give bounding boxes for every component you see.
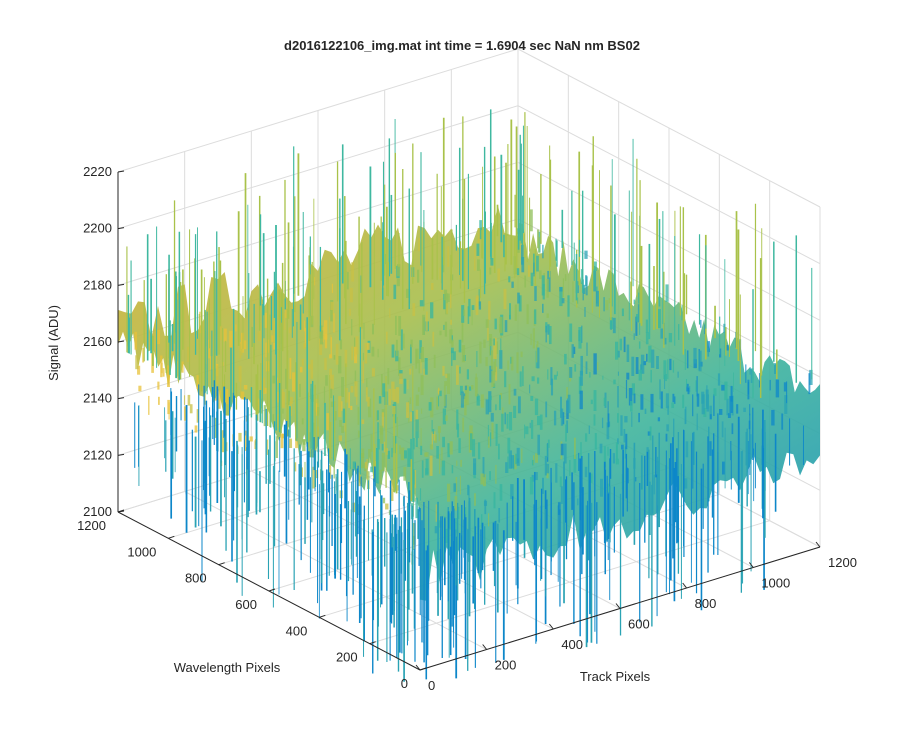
y-tick-label: 600 [235, 597, 257, 612]
grid-line [369, 520, 770, 645]
y-tick-mark [117, 509, 125, 513]
x-axis-label: Track Pixels [580, 669, 651, 684]
y-tick-label: 0 [401, 676, 408, 691]
z-tick-mark [117, 453, 125, 456]
x-tick-mark [815, 541, 821, 548]
z-tick-label: 2200 [83, 221, 112, 236]
z-tick-label: 2160 [83, 334, 112, 349]
y-tick-mark [268, 588, 276, 592]
z-tick-mark [117, 283, 125, 286]
x-tick-mark [482, 644, 488, 650]
z-tick-label: 2180 [83, 277, 112, 292]
z-tick-mark [117, 340, 125, 343]
x-axis-ticks: 0 200 400 600 800 1000 1200 [415, 541, 857, 693]
z-tick-mark [117, 170, 125, 173]
y-tick-label: 400 [286, 623, 308, 638]
x-tick-label: 1000 [761, 576, 790, 591]
z-tick-label: 2220 [83, 164, 112, 179]
y-tick-label: 1200 [77, 518, 106, 533]
y-tick-label: 800 [185, 571, 207, 586]
z-tick-label: 2100 [83, 504, 112, 519]
x-tick-label: 800 [695, 596, 717, 611]
y-tick-mark [419, 667, 427, 671]
z-tick-label: 2120 [83, 447, 112, 462]
y-tick-label: 200 [336, 650, 358, 665]
x-tick-label: 600 [628, 617, 650, 632]
x-tick-mark [548, 623, 554, 630]
x-tick-label: 400 [561, 637, 583, 652]
z-tick-mark [117, 227, 125, 230]
y-tick-mark [369, 641, 376, 645]
z-axis-ticks: 2100 2120 2140 2160 2180 2200 2220 [83, 164, 125, 519]
y-axis-label: Wavelength Pixels [174, 660, 281, 675]
surface-plot [118, 109, 820, 682]
z-tick-mark [117, 397, 125, 400]
y-tick-mark [218, 562, 225, 566]
x-tick-label: 0 [428, 678, 435, 693]
x-tick-mark [615, 603, 621, 609]
chart-title: d2016122106_img.mat int time = 1.6904 se… [284, 38, 640, 53]
y-tick-label: 1000 [127, 544, 156, 559]
z-axis-label: Signal (ADU) [46, 305, 61, 381]
x-tick-mark [748, 562, 754, 568]
x-tick-label: 1200 [828, 555, 857, 570]
x-tick-mark [415, 664, 421, 671]
x-tick-mark [682, 582, 688, 589]
x-tick-label: 200 [495, 658, 517, 673]
y-tick-mark [168, 535, 175, 539]
y-tick-mark [319, 614, 326, 618]
z-tick-label: 2140 [83, 391, 112, 406]
y-axis-ticks: 0 200 400 600 800 1000 1200 [77, 509, 427, 691]
